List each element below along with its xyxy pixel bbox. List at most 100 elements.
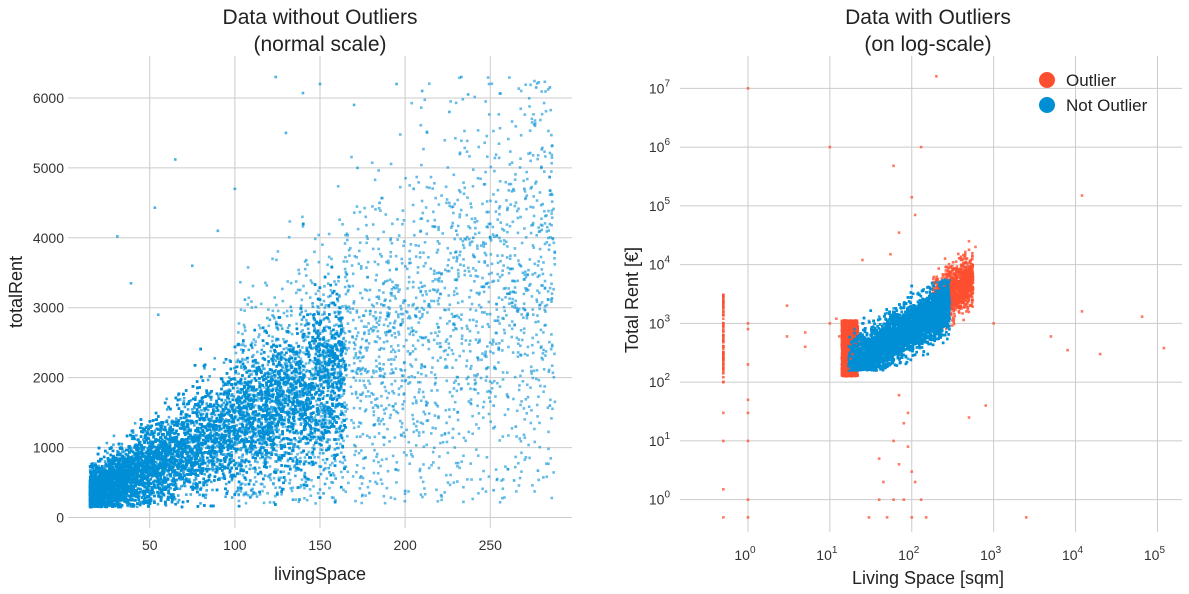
left-point-not-outlier [288,324,291,327]
left-point-not-outlier [113,435,116,438]
left-point-not-outlier [134,422,137,425]
left-point-not-outlier [177,494,180,497]
left-point-not-outlier [193,424,196,427]
left-point-not-outlier [205,493,208,496]
left-point-not-outlier [231,496,234,499]
left-point-not-outlier [224,399,227,402]
left-point-not-outlier [290,306,293,309]
left-point-not-outlier [334,448,337,451]
left-point-not-outlier [203,473,206,476]
left-point-not-outlier [207,379,210,382]
left-point-not-outlier [211,489,214,492]
left-point-not-outlier [193,407,196,410]
left-point-not-outlier [212,469,215,472]
left-point-not-outlier [219,405,222,408]
left-point-not-outlier [206,484,209,487]
left-point-not-outlier [253,483,256,486]
left-point-not-outlier [200,409,203,412]
left-point-not-outlier [283,348,286,351]
left-point-not-outlier [254,460,257,463]
left-point-not-outlier [330,330,333,333]
left-point-not-outlier [165,398,168,401]
left-point-not-outlier [335,428,338,431]
left-point-not-outlier [335,442,338,445]
left-point-not-outlier [327,467,330,470]
left-point-not-outlier [135,434,138,437]
left-point-not-outlier [179,488,182,491]
left-point-not-outlier [288,472,291,475]
left-point-not-outlier [166,408,169,411]
left-point-not-outlier [189,493,192,496]
left-point-not-outlier [193,479,196,482]
left-point-not-outlier [260,353,263,356]
left-point-not-outlier [298,352,301,355]
left-point-not-outlier [226,490,229,493]
left-point-not-outlier [177,501,180,504]
left-point-not-outlier [208,375,211,378]
left-point-not-outlier [213,357,216,360]
left-point-not-outlier [230,394,233,397]
left-point-not-outlier [216,444,219,447]
left-point-not-outlier [343,392,346,395]
left-point-not-outlier [335,283,338,286]
left-point-not-outlier [279,486,282,489]
left-point-not-outlier [304,472,307,475]
left-point-not-outlier [182,471,185,474]
left-point-not-outlier [175,417,178,420]
left-point-not-outlier [167,423,170,426]
left-point-not-outlier [230,451,233,454]
left-point-not-outlier [334,477,337,480]
left-point-not-outlier [264,474,267,477]
left-point-not-outlier [327,390,330,393]
left-point-not-outlier [203,367,206,370]
left-point-not-outlier [326,458,329,461]
left-point-not-outlier [204,496,207,499]
left-point-not-outlier [288,369,291,372]
left-point-not-outlier [284,341,287,344]
left-point-not-outlier [210,481,213,484]
left-point-not-outlier [320,473,323,476]
left-point-not-outlier [166,474,169,477]
left-point-not-outlier [168,416,171,419]
left-point-not-outlier [205,402,208,405]
left-point-not-outlier [307,328,310,331]
left-point-not-outlier [247,349,250,352]
left-point-not-outlier [183,400,186,403]
left-point-not-outlier [173,474,176,477]
left-point-not-outlier [261,452,264,455]
left-point-not-outlier [322,452,325,455]
left-point-not-outlier [183,397,186,400]
left-point-not-outlier [320,303,323,306]
left-point-not-outlier [182,484,185,487]
left-point-not-outlier [121,443,124,446]
left-point-not-outlier [305,481,308,484]
left-point-not-outlier [309,313,312,316]
left-point-not-outlier [316,404,319,407]
left-point-not-outlier [178,499,181,502]
left-point-not-outlier [252,414,255,417]
left-point-not-outlier [136,506,139,509]
left-point-not-outlier [206,465,209,468]
left-point-not-outlier [242,351,245,354]
left-point-not-outlier [225,483,228,486]
left-point-not-outlier [283,354,286,357]
left-point-not-outlier [244,378,247,381]
left-point-not-outlier [211,415,214,418]
left-point-not-outlier [322,492,325,495]
left-point-not-outlier [290,310,293,313]
left-point-not-outlier [205,447,208,450]
left-point-not-outlier [324,483,327,486]
left-point-not-outlier [235,424,238,427]
left-point-not-outlier [224,495,227,498]
left-point-not-outlier [314,369,317,372]
left-point-not-outlier [261,365,264,368]
left-point-not-outlier [185,493,188,496]
left-point-not-outlier [215,465,218,468]
left-point-not-outlier [302,369,305,372]
left-point-not-outlier [228,423,231,426]
left-point-not-outlier [299,395,302,398]
left-point-not-outlier [185,416,188,419]
left-point-not-outlier [213,368,216,371]
left-point-not-outlier [301,318,304,321]
